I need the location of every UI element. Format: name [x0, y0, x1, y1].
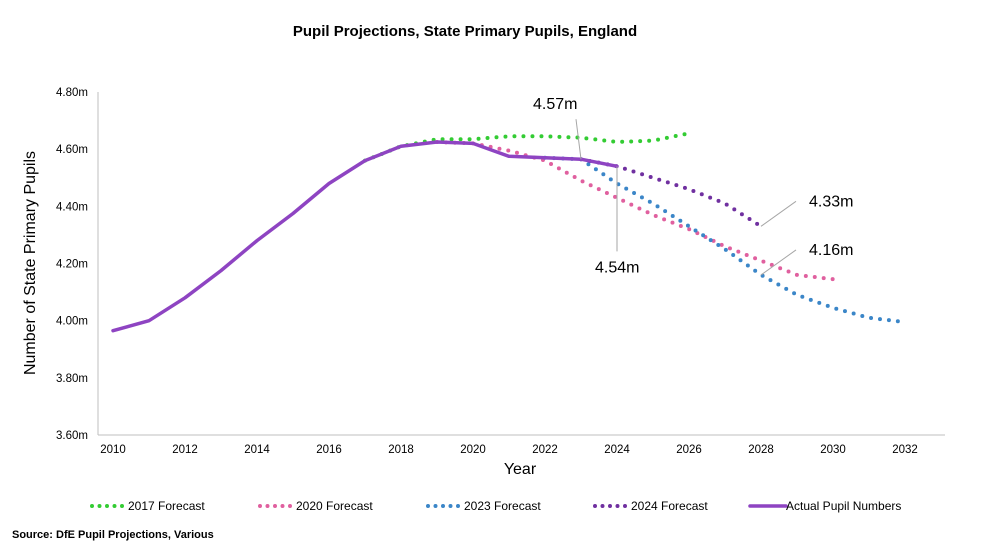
legend: 2017 Forecast 2020 Forecast 2023 Forecast 2…: [90, 499, 901, 513]
legend-label: 2024 Forecast: [631, 499, 708, 513]
x-tick-label: 2012: [172, 444, 198, 456]
callout-leader-line: [760, 249, 797, 276]
x-tick-label: 2014: [244, 444, 270, 456]
x-tick-label: 2020: [460, 444, 486, 456]
x-tick-label: 2018: [388, 444, 414, 456]
y-tick-label: 4.60m: [56, 144, 88, 156]
x-tick-label: 2026: [676, 444, 702, 456]
x-tick-label: 2032: [892, 444, 918, 456]
x-axis-title: Year: [504, 461, 537, 478]
y-axis-title: Number of State Primary Pupils: [22, 151, 39, 375]
x-tick-label: 2030: [820, 444, 846, 456]
x-tick-label: 2016: [316, 444, 342, 456]
y-tick-label: 4.20m: [56, 259, 88, 271]
series-layer: [111, 131, 907, 333]
x-tick-label: 2028: [748, 444, 774, 456]
series-line-actual-pupil-numbers: [111, 140, 619, 333]
x-tick-label: 2022: [532, 444, 558, 456]
legend-label: 2023 Forecast: [464, 499, 541, 513]
callout-label: 4.57m: [533, 96, 577, 113]
y-tick-label: 3.60m: [56, 430, 88, 442]
callout-leader-line: [575, 119, 582, 160]
x-tick-labels: 2010 2012 2014 2016 2018 2020 2022 2024 2026 2028…: [100, 444, 918, 456]
chart-title: Pupil Projections, State Primary Pupils,…: [293, 23, 637, 40]
y-tick-label: 4.80m: [56, 87, 88, 99]
y-tick-label: 4.00m: [56, 316, 88, 328]
callout-label: 4.33m: [809, 193, 853, 210]
legend-label: Actual Pupil Numbers: [786, 499, 901, 513]
callout-label: 4.54m: [595, 259, 639, 276]
x-tick-label: 2010: [100, 444, 126, 456]
source-note: Source: DfE Pupil Projections, Various: [12, 529, 214, 541]
x-tick-label: 2024: [604, 444, 630, 456]
legend-label: 2020 Forecast: [296, 499, 373, 513]
legend-label: 2017 Forecast: [128, 499, 205, 513]
y-tick-label: 3.80m: [56, 373, 88, 385]
callout-label: 4.16m: [809, 242, 853, 259]
annotation-layer: 4.57m 4.54m 4.33m 4.16m: [533, 96, 853, 276]
y-tick-label: 4.40m: [56, 201, 88, 213]
y-tick-labels: 3.60m 3.80m 4.00m 4.20m 4.40m 4.60m 4.80m: [56, 87, 88, 442]
callout-leader-line: [760, 200, 797, 227]
series-line-2023-forecast: [543, 155, 907, 325]
